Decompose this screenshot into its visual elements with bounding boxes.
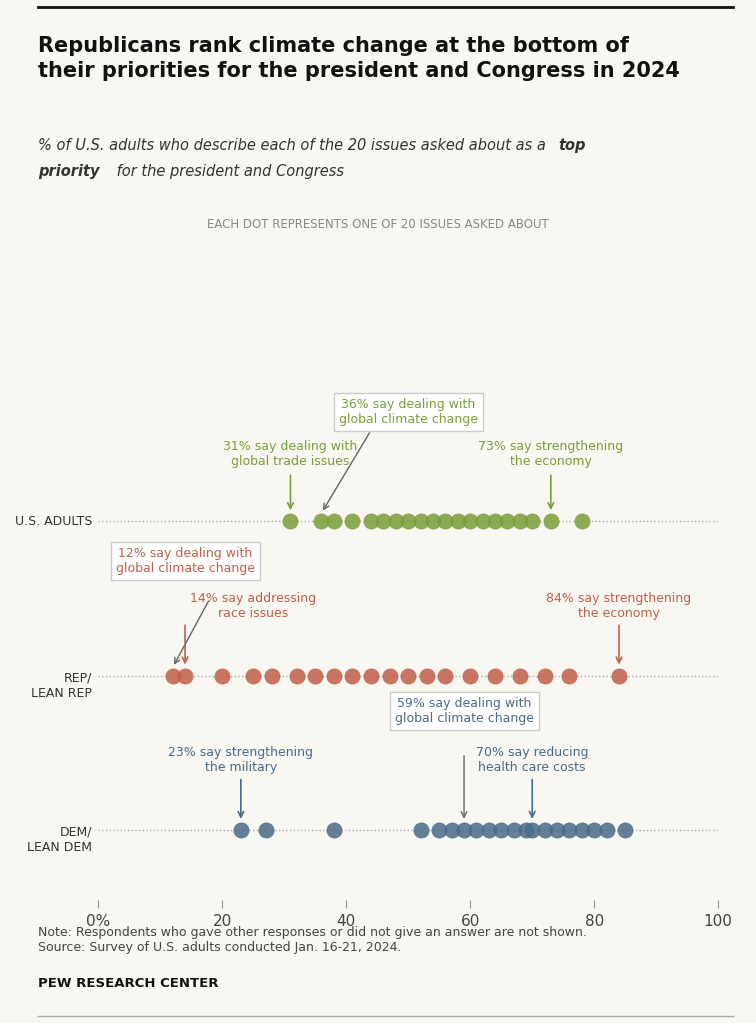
Point: [284, 514, 296, 530]
Point: [526, 821, 538, 838]
Text: EACH DOT REPRESENTS ONE OF 20 ISSUES ASKED ABOUT: EACH DOT REPRESENTS ONE OF 20 ISSUES ASK…: [207, 218, 549, 231]
Point: [421, 668, 433, 684]
Point: [365, 668, 377, 684]
Point: [458, 821, 470, 838]
Point: [600, 821, 612, 838]
Point: [445, 821, 457, 838]
Text: for the president and Congress: for the president and Congress: [112, 164, 344, 179]
Point: [464, 514, 476, 530]
Point: [433, 821, 445, 838]
Point: [464, 668, 476, 684]
Point: [439, 668, 451, 684]
Text: 31% say dealing with
global trade issues: 31% say dealing with global trade issues: [223, 440, 358, 469]
Point: [179, 668, 191, 684]
Text: 23% say strengthening
the military: 23% say strengthening the military: [169, 746, 313, 774]
Point: [526, 514, 538, 530]
Point: [576, 514, 588, 530]
Text: REP/
LEAN REP: REP/ LEAN REP: [31, 671, 92, 700]
Text: 14% say addressing
race issues: 14% say addressing race issues: [191, 591, 316, 620]
Text: 84% say strengthening
the economy: 84% say strengthening the economy: [547, 591, 692, 620]
Point: [247, 668, 259, 684]
Text: DEM/
LEAN DEM: DEM/ LEAN DEM: [27, 826, 92, 854]
Point: [414, 514, 426, 530]
Text: PEW RESEARCH CENTER: PEW RESEARCH CENTER: [38, 977, 218, 990]
Point: [315, 514, 327, 530]
Point: [328, 514, 340, 530]
Point: [290, 668, 302, 684]
Point: [619, 821, 631, 838]
Text: 12% say dealing with
global climate change: 12% say dealing with global climate chan…: [116, 546, 255, 575]
Point: [476, 514, 488, 530]
Text: priority: priority: [38, 164, 99, 179]
Point: [495, 821, 507, 838]
Point: [166, 668, 178, 684]
Point: [489, 514, 501, 530]
Point: [563, 668, 575, 684]
Text: Republicans rank climate change at the bottom of
their priorities for the presid: Republicans rank climate change at the b…: [38, 36, 680, 81]
Point: [501, 514, 513, 530]
Point: [576, 821, 588, 838]
Text: 70% say reducing
health care costs: 70% say reducing health care costs: [476, 746, 588, 774]
Point: [551, 821, 563, 838]
Point: [470, 821, 482, 838]
Point: [346, 668, 358, 684]
Point: [377, 514, 389, 530]
Point: [520, 821, 532, 838]
Point: [514, 668, 526, 684]
Point: [402, 668, 414, 684]
Point: [309, 668, 321, 684]
Point: [538, 821, 550, 838]
Point: [266, 668, 278, 684]
Point: [235, 821, 247, 838]
Point: [483, 821, 495, 838]
Point: [613, 668, 625, 684]
Text: Note: Respondents who gave other responses or did not give an answer are not sho: Note: Respondents who gave other respons…: [38, 926, 587, 953]
Point: [514, 514, 526, 530]
Text: 73% say strengthening
the economy: 73% say strengthening the economy: [479, 440, 624, 469]
Point: [346, 514, 358, 530]
Point: [489, 668, 501, 684]
Point: [538, 668, 550, 684]
Point: [545, 514, 557, 530]
Text: 59% say dealing with
global climate change: 59% say dealing with global climate chan…: [395, 697, 534, 725]
Text: % of U.S. adults who describe each of the 20 issues asked about as a: % of U.S. adults who describe each of th…: [38, 138, 550, 153]
Text: U.S. ADULTS: U.S. ADULTS: [14, 515, 92, 528]
Point: [383, 668, 395, 684]
Point: [452, 514, 464, 530]
Point: [507, 821, 519, 838]
Point: [563, 821, 575, 838]
Point: [216, 668, 228, 684]
Point: [427, 514, 439, 530]
Point: [328, 821, 340, 838]
Point: [402, 514, 414, 530]
Point: [390, 514, 402, 530]
Point: [328, 668, 340, 684]
Text: 36% say dealing with
global climate change: 36% say dealing with global climate chan…: [339, 398, 478, 426]
Point: [414, 821, 426, 838]
Point: [365, 514, 377, 530]
Point: [259, 821, 271, 838]
Point: [588, 821, 600, 838]
Text: top: top: [559, 138, 586, 153]
Point: [439, 514, 451, 530]
